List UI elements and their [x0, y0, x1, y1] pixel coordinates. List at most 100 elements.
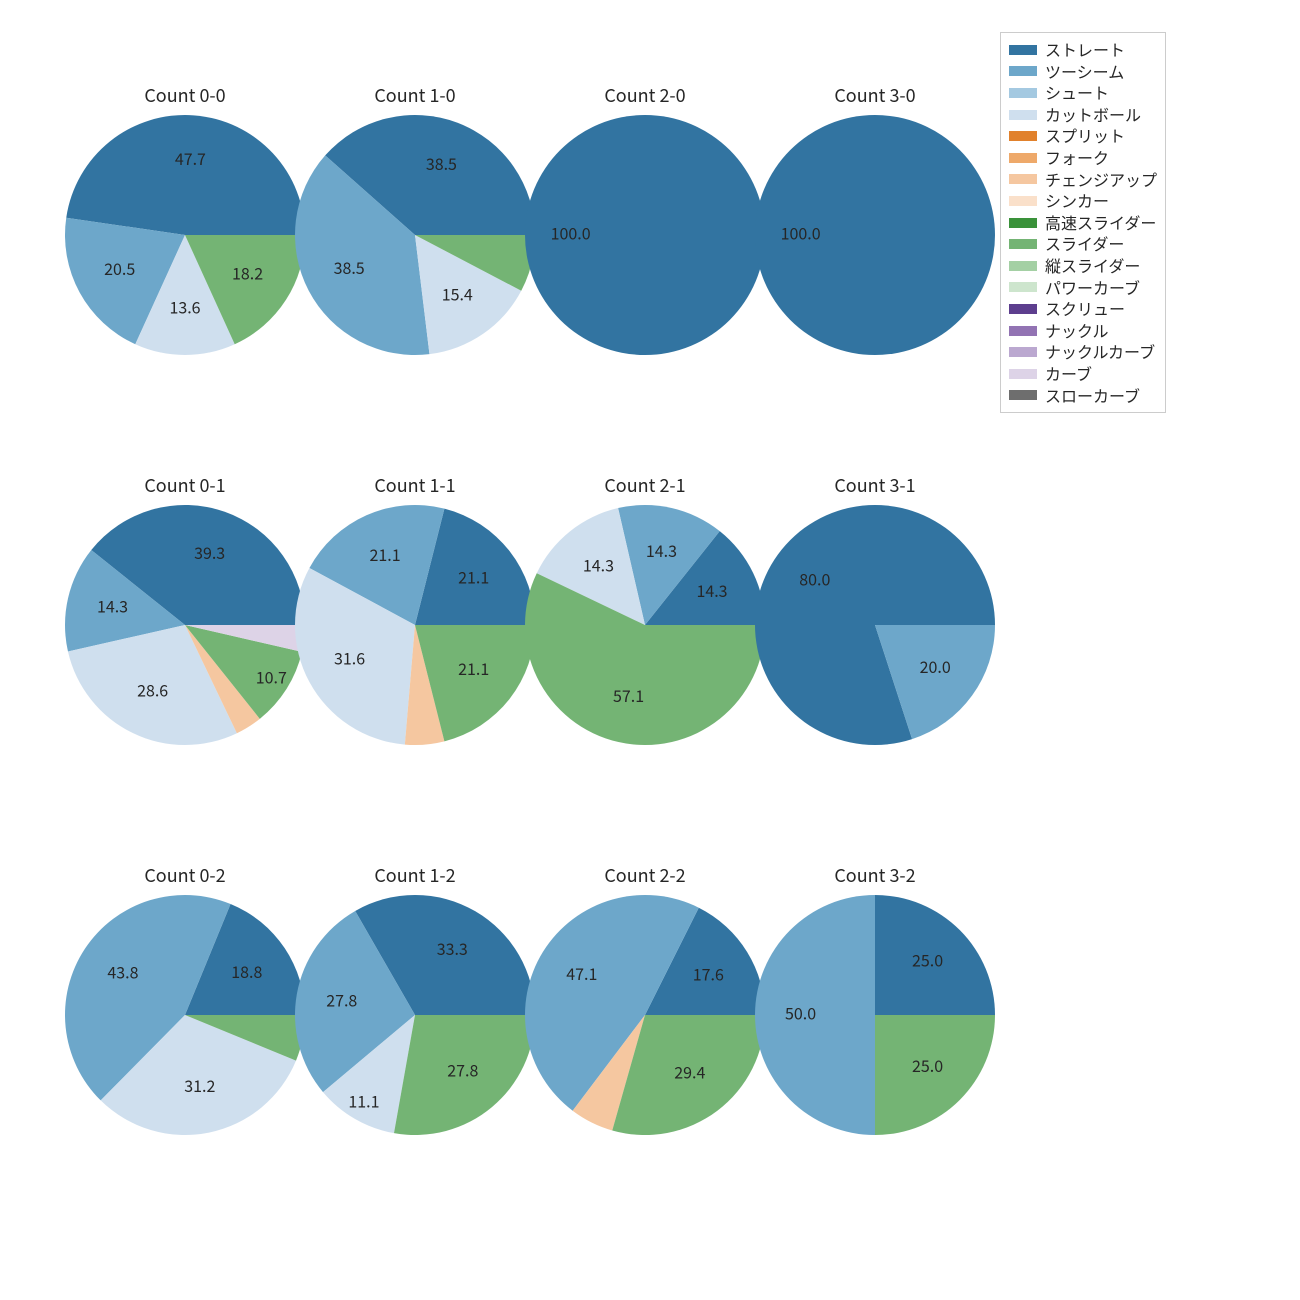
- chart-title: Count 0-1: [60, 472, 310, 498]
- slice-label: 80.0: [799, 567, 830, 591]
- slice-label: 47.1: [566, 961, 597, 985]
- pie-svg: 100.0: [750, 110, 1000, 360]
- legend-swatch: [1009, 369, 1037, 379]
- legend-item-split: スプリット: [1009, 125, 1157, 147]
- pie-svg: 18.8 43.8 31.2: [60, 890, 310, 1140]
- legend-label: カーブ: [1045, 363, 1092, 385]
- pie-svg: 25.0 50.0 25.0: [750, 890, 1000, 1140]
- slice-label: 17.6: [693, 961, 724, 985]
- slice-label: 27.8: [326, 987, 357, 1011]
- legend-swatch: [1009, 174, 1037, 184]
- slice-label: 10.7: [256, 665, 287, 689]
- pie-svg: 38.538.515.4: [290, 110, 540, 360]
- legend-label: フォーク: [1045, 147, 1109, 169]
- pie-svg: 80.0 20.0: [750, 500, 1000, 750]
- legend-item-slowcurve: スローカーブ: [1009, 385, 1157, 407]
- slice-label: 14.3: [97, 594, 128, 618]
- chart-title: Count 2-2: [520, 862, 770, 888]
- chart-title: Count 1-0: [290, 82, 540, 108]
- legend-label: スライダー: [1045, 233, 1124, 255]
- slice-label: 14.3: [583, 552, 614, 576]
- legend-label: 縦スライダー: [1045, 255, 1140, 277]
- legend-label: シュート: [1045, 82, 1109, 104]
- slice-label: 27.8: [447, 1057, 478, 1081]
- pie-svg: 17.6 47.1 29.4: [520, 890, 770, 1140]
- pie-chart-c21: Count 2-114.314.314.357.1: [520, 500, 770, 750]
- pie-chart-c01: Count 0-139.314.328.610.7: [60, 500, 310, 750]
- slice-label: 14.3: [646, 538, 677, 562]
- legend-label: ナックルカーブ: [1045, 341, 1155, 363]
- legend-swatch: [1009, 45, 1037, 55]
- legend-item-changeup: チェンジアップ: [1009, 169, 1157, 191]
- slice-label: 18.8: [231, 959, 262, 983]
- legend-item-knucklecurve: ナックルカーブ: [1009, 341, 1157, 363]
- pie-chart-c30: Count 3-0100.0: [750, 110, 1000, 360]
- legend-swatch: [1009, 326, 1037, 336]
- slice-label: 21.1: [458, 656, 489, 680]
- slice-label: 21.1: [370, 542, 401, 566]
- slice-label: 29.4: [674, 1060, 705, 1084]
- legend-label: スローカーブ: [1045, 385, 1140, 407]
- legend-item-shoot: シュート: [1009, 82, 1157, 104]
- pie-chart-c32: Count 3-225.050.025.0: [750, 890, 1000, 1140]
- chart-title: Count 2-1: [520, 472, 770, 498]
- chart-grid: Count 0-047.720.513.618.2Count 1-038.538…: [0, 0, 1300, 1300]
- pie-chart-c22: Count 2-217.647.129.4: [520, 890, 770, 1140]
- chart-title: Count 2-0: [520, 82, 770, 108]
- legend-item-knuckle: ナックル: [1009, 320, 1157, 342]
- slice-label: 20.5: [104, 256, 135, 280]
- pie-slice-straight: [66, 115, 305, 235]
- slice-label: 47.7: [175, 146, 206, 170]
- chart-title: Count 1-2: [290, 862, 540, 888]
- legend-label: シンカー: [1045, 190, 1109, 212]
- legend-swatch: [1009, 196, 1037, 206]
- legend-item-cutball: カットボール: [1009, 104, 1157, 126]
- legend-label: スプリット: [1045, 125, 1125, 147]
- slice-label: 21.1: [458, 565, 489, 589]
- pie-chart-c11: Count 1-121.121.131.621.1: [290, 500, 540, 750]
- legend-swatch: [1009, 304, 1037, 314]
- slice-label: 11.1: [348, 1089, 379, 1113]
- slice-label: 39.3: [194, 540, 225, 564]
- slice-label: 50.0: [785, 1000, 816, 1024]
- legend-label: チェンジアップ: [1045, 169, 1157, 191]
- legend-swatch: [1009, 131, 1037, 141]
- legend-swatch: [1009, 110, 1037, 120]
- pie-chart-c20: Count 2-0100.0: [520, 110, 770, 360]
- pie-chart-c00: Count 0-047.720.513.618.2: [60, 110, 310, 360]
- pie-chart-c02: Count 0-218.843.831.2: [60, 890, 310, 1140]
- legend-item-screw: スクリュー: [1009, 298, 1157, 320]
- slice-label: 20.0: [920, 654, 951, 678]
- pie-svg: 100.0: [520, 110, 770, 360]
- legend-item-vslider: 縦スライダー: [1009, 255, 1157, 277]
- legend-swatch: [1009, 261, 1037, 271]
- slice-label: 25.0: [912, 1053, 943, 1077]
- slice-label: 43.8: [107, 959, 138, 983]
- pie-svg: 21.121.131.621.1: [290, 500, 540, 750]
- legend-item-sinker: シンカー: [1009, 190, 1157, 212]
- legend-swatch: [1009, 390, 1037, 400]
- pie-svg: 33.327.811.127.8: [290, 890, 540, 1140]
- slice-label: 31.2: [184, 1073, 215, 1097]
- legend-label: パワーカーブ: [1045, 277, 1140, 299]
- slice-label: 14.3: [696, 578, 727, 602]
- pie-svg: 39.314.328.610.7: [60, 500, 310, 750]
- legend-item-fork: フォーク: [1009, 147, 1157, 169]
- slice-label: 100.0: [781, 220, 821, 244]
- slice-label: 38.5: [334, 255, 365, 279]
- legend-swatch: [1009, 218, 1037, 228]
- legend-swatch: [1009, 282, 1037, 292]
- slice-label: 57.1: [613, 683, 644, 707]
- legend-label: 高速スライダー: [1045, 212, 1156, 234]
- legend-swatch: [1009, 88, 1037, 98]
- pie-chart-c10: Count 1-038.538.515.4: [290, 110, 540, 360]
- legend-item-straight: ストレート: [1009, 39, 1157, 61]
- pie-svg: 14.3 14.3 14.3 57.1: [520, 500, 770, 750]
- slice-label: 15.4: [442, 282, 473, 306]
- pie-chart-c31: Count 3-180.020.0: [750, 500, 1000, 750]
- legend-swatch: [1009, 239, 1037, 249]
- legend-item-powercurve: パワーカーブ: [1009, 277, 1157, 299]
- slice-label: 100.0: [551, 220, 591, 244]
- slice-label: 25.0: [912, 948, 943, 972]
- chart-title: Count 3-0: [750, 82, 1000, 108]
